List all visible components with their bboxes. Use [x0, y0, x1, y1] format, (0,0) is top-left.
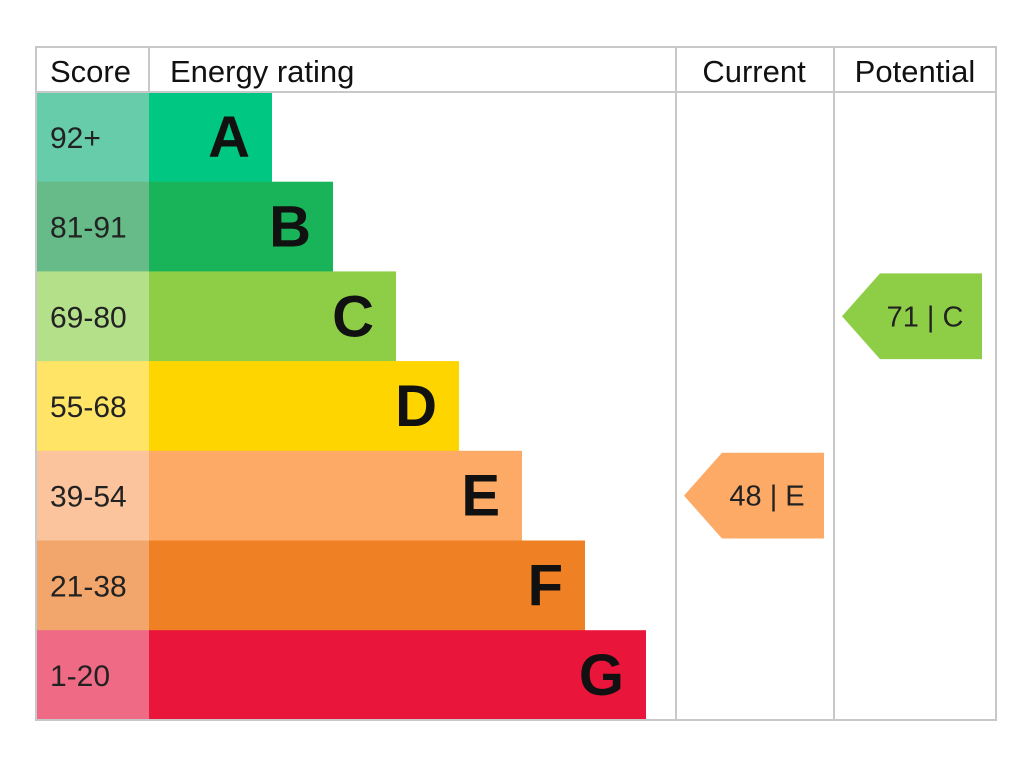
score-range-b: 81-91: [50, 212, 127, 245]
rating-bar-g: [149, 630, 646, 721]
score-cell-a: [37, 92, 149, 183]
score-range-g: 1-20: [50, 660, 110, 693]
score-cell-d: [37, 361, 149, 452]
rating-bar-d: [149, 361, 459, 452]
rating-bands: 92+ A 81-91 B 69-80 C 55-68 D 39-54 E 21-38 F 1-20 G: [37, 92, 646, 721]
score-cell-f: [37, 540, 149, 631]
rating-bar-a: [149, 92, 272, 183]
rating-letter-b: B: [269, 195, 311, 260]
table-grid: [35, 46, 997, 721]
header-score: Score: [50, 54, 131, 89]
rating-letter-g: G: [579, 643, 624, 708]
rating-letter-f: F: [528, 553, 563, 618]
rating-bar-b: [149, 181, 333, 272]
rating-letter-d: D: [395, 374, 437, 439]
rating-bar-c: [149, 271, 396, 362]
potential-rating-label: 71 | C: [887, 301, 964, 333]
current-arrow: [684, 452, 824, 539]
score-cell-e: [37, 450, 149, 541]
rating-bar-e: [149, 450, 522, 541]
current-indicator: 48 | E: [684, 452, 824, 539]
rating-bar-f: [149, 540, 585, 631]
score-range-c: 69-80: [50, 301, 127, 334]
potential-indicator: 71 | C: [842, 273, 982, 360]
table-border: [35, 46, 997, 721]
current-rating-label: 48 | E: [729, 481, 804, 513]
score-cell-b: [37, 181, 149, 272]
score-cell-g: [37, 630, 149, 721]
header-current: Current: [702, 54, 806, 89]
rating-letter-c: C: [332, 284, 374, 349]
header-energy-rating: Energy rating: [170, 54, 354, 89]
rating-letter-a: A: [208, 105, 250, 170]
score-range-e: 39-54: [50, 481, 127, 514]
header-potential: Potential: [855, 54, 976, 89]
potential-arrow: [842, 273, 982, 360]
score-cell-c: [37, 271, 149, 362]
header-row: Score Energy rating Current Potential: [50, 54, 975, 89]
score-range-a: 92+: [50, 122, 101, 155]
score-range-f: 21-38: [50, 570, 127, 603]
rating-letter-e: E: [461, 464, 500, 529]
score-range-d: 55-68: [50, 391, 127, 424]
